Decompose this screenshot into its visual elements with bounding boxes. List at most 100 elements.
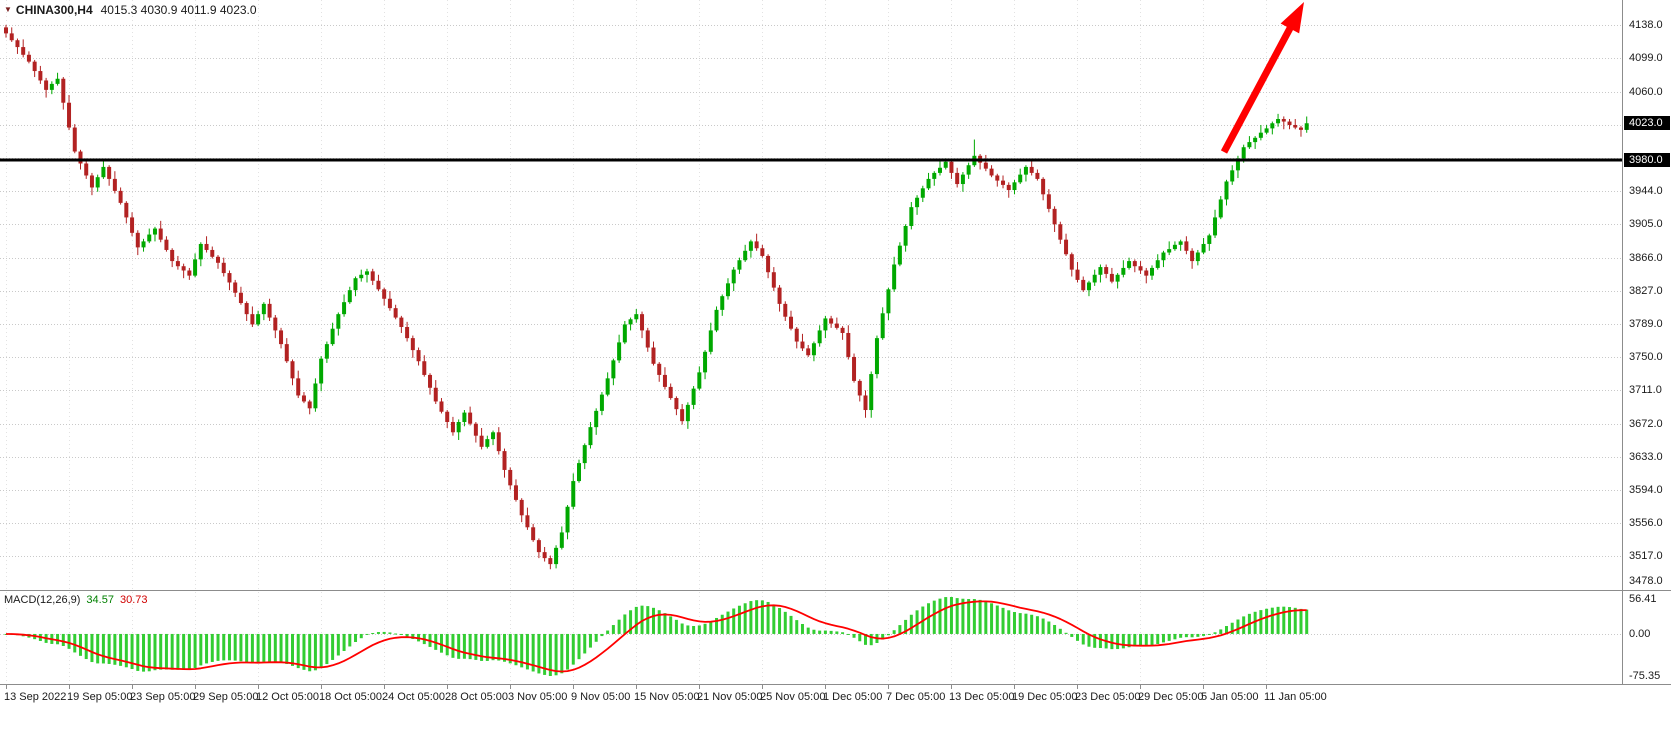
macd-signal-line	[6, 600, 1307, 673]
macd-histogram-bar	[703, 623, 707, 634]
macd-histogram-bar	[239, 633, 243, 662]
macd-histogram-bar	[1207, 633, 1211, 635]
macd-histogram-bar	[445, 633, 449, 656]
candle-body	[353, 278, 358, 291]
macd-histogram-bar	[697, 625, 701, 634]
time-axis-label: 29 Sep 05:00	[193, 691, 259, 703]
candle-body	[611, 360, 616, 379]
macd-histogram-bar	[474, 633, 478, 660]
macd-histogram-bar	[468, 633, 472, 660]
macd-histogram-bar	[1058, 628, 1062, 634]
time-axis-label: 21 Nov 05:00	[697, 691, 763, 703]
macd-histogram-bar	[451, 633, 455, 658]
time-axis[interactable]: 13 Sep 2022 19 Sep 05:00 23 Sep 05:00 29 Se…	[0, 684, 1671, 716]
main-chart-pane[interactable]: ▼ CHINA300,H4 4015.3 4030.9 4011.9 4023.0	[0, 0, 1622, 590]
candle-body	[565, 506, 570, 533]
chart-title: ▼ CHINA300,H4 4015.3 4030.9 4011.9 4023.0	[4, 3, 257, 17]
candle-body	[44, 80, 49, 90]
time-axis-tick	[447, 685, 448, 689]
macd-histogram-bar	[354, 633, 358, 643]
candle-body	[777, 287, 782, 304]
candle-body	[1138, 266, 1143, 271]
candlestick-chart-canvas[interactable]	[0, 0, 1622, 590]
macd-histogram-bar	[709, 621, 713, 634]
candle-body	[691, 388, 696, 405]
time-axis-label: 7 Dec 05:00	[886, 691, 946, 703]
up-trend-arrow-head[interactable]	[1280, 2, 1304, 34]
macd-indicator-pane[interactable]: MACD(12,26,9) 34.57 30.73	[0, 590, 1622, 684]
macd-chart-canvas[interactable]	[0, 592, 1622, 684]
candle-body	[21, 47, 26, 55]
candle-body	[1207, 235, 1212, 244]
candle-body	[1258, 132, 1263, 138]
macd-histogram-bar	[1305, 609, 1309, 634]
price-axis-label: 3633.0	[1629, 451, 1663, 464]
macd-histogram-bar	[1030, 614, 1034, 634]
macd-axis[interactable]: 56.41 0.00 -75.35	[1622, 590, 1671, 684]
macd-histogram-bar	[1293, 607, 1297, 634]
candle-body	[359, 274, 364, 279]
time-axis-tick	[321, 685, 322, 689]
candle-body	[55, 78, 60, 84]
macd-histogram-bar	[737, 605, 741, 634]
candle-body	[84, 163, 89, 176]
candle-body	[662, 374, 667, 387]
macd-histogram-bar	[480, 633, 484, 661]
macd-histogram-bar	[932, 600, 936, 634]
candle-body	[542, 552, 547, 559]
candle-body	[170, 249, 175, 262]
candle-body	[324, 344, 329, 359]
macd-histogram-bar	[291, 633, 294, 666]
time-axis-tick	[69, 685, 70, 689]
macd-histogram-bar	[1047, 621, 1051, 634]
candle-body	[502, 451, 507, 470]
candle-body	[61, 78, 66, 103]
macd-histogram-bar	[520, 633, 524, 668]
macd-histogram-bar	[1230, 622, 1234, 634]
candle-body	[112, 178, 117, 191]
candle-body	[874, 338, 879, 375]
up-trend-arrow-shaft[interactable]	[1220, 23, 1295, 154]
macd-histogram-bar	[193, 633, 197, 669]
candle-body	[708, 330, 713, 352]
macd-histogram-bar	[1018, 613, 1022, 634]
candle-body	[554, 547, 559, 565]
macd-histogram-bar	[182, 633, 186, 670]
time-axis-label: 12 Oct 05:00	[256, 691, 319, 703]
time-axis-label: 13 Dec 05:00	[949, 691, 1015, 703]
candle-body	[754, 241, 759, 249]
macd-histogram-bar	[1253, 611, 1257, 634]
macd-histogram-bar	[130, 633, 134, 670]
candle-body	[1006, 184, 1011, 191]
macd-histogram-bar	[949, 597, 953, 634]
price-axis-label: 3789.0	[1629, 317, 1663, 330]
candle-body	[1023, 166, 1028, 175]
macd-histogram-bar	[342, 633, 346, 651]
time-axis-tick	[510, 685, 511, 689]
macd-histogram-bar	[669, 616, 673, 634]
macd-histogram-bar	[56, 633, 60, 645]
candle-body	[617, 342, 622, 361]
macd-histogram-bar	[1173, 633, 1177, 640]
macd-histogram-bar	[84, 633, 88, 660]
candle-body	[1018, 174, 1023, 183]
macd-histogram-bar	[1076, 633, 1080, 641]
macd-name: MACD(12,26,9)	[4, 594, 81, 606]
macd-histogram-bar	[262, 633, 266, 662]
candle-body	[1184, 241, 1189, 251]
macd-histogram-bar	[1024, 613, 1028, 634]
price-axis[interactable]: 4138.0 4099.0 4060.0 3944.0 3905.0 3866.0 3827…	[1622, 0, 1671, 590]
candle-body	[330, 328, 335, 345]
candle-body	[840, 327, 845, 333]
candle-body	[1201, 243, 1206, 253]
macd-histogram-bar	[1144, 633, 1148, 646]
macd-histogram-bar	[73, 633, 77, 653]
candle-body	[147, 234, 152, 242]
macd-histogram-bar	[485, 633, 489, 661]
candle-body	[697, 372, 702, 389]
macd-histogram-bar	[1236, 619, 1240, 634]
candle-body	[594, 410, 599, 428]
macd-histogram-bar	[1179, 633, 1183, 638]
candle-body	[743, 250, 748, 261]
candle-body	[857, 380, 862, 396]
